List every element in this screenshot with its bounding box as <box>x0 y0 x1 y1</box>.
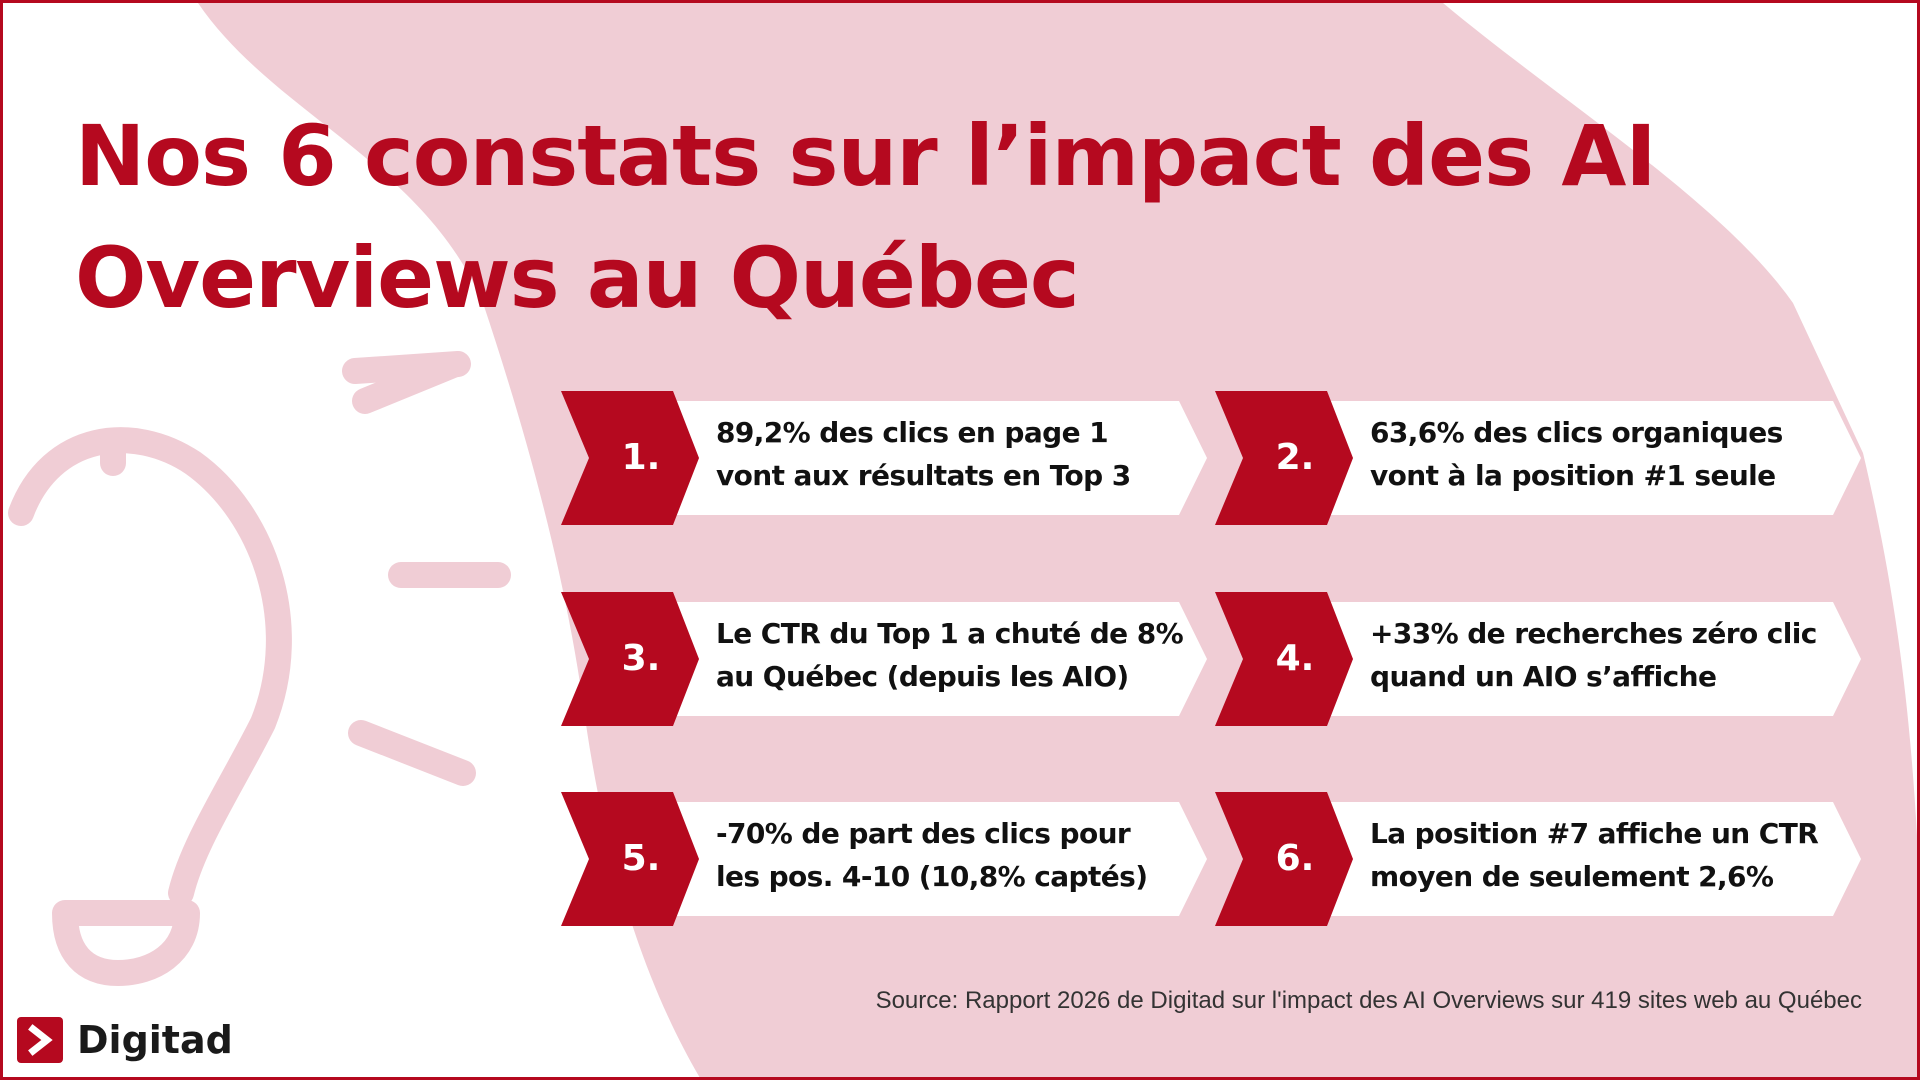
finding-text: 63,6% des clics organiques vont à la posi… <box>1370 411 1840 497</box>
finding-text-line-2: les pos. 4-10 (10,8% captés) <box>716 860 1148 893</box>
finding-text: -70% de part des clics pour les pos. 4-10… <box>716 812 1186 898</box>
digitad-chevron-icon <box>17 1017 63 1063</box>
finding-card-shape <box>561 391 1207 525</box>
finding-card-shape <box>561 592 1207 726</box>
finding-text-line-1: 89,2% des clics en page 1 <box>716 416 1109 449</box>
finding-text-line-1: Le CTR du Top 1 a chuté de 8% <box>716 617 1184 650</box>
finding-text-line-1: -70% de part des clics pour <box>716 817 1131 850</box>
finding-card-shape <box>1215 792 1861 926</box>
finding-text-line-2: moyen de seulement 2,6% <box>1370 860 1774 893</box>
finding-card-3: 3. Le CTR du Top 1 a chuté de 8% au Québec… <box>561 592 1208 726</box>
brand-name: Digitad <box>77 1018 233 1062</box>
finding-number: 2. <box>1275 437 1315 478</box>
finding-card-5: 5. -70% de part des clics pour les pos. 4-… <box>561 792 1208 926</box>
finding-card-2: 2. 63,6% des clics organiques vont à la po… <box>1215 391 1862 525</box>
finding-number: 4. <box>1275 638 1315 679</box>
finding-text: La position #7 affiche un CTR moyen de se… <box>1370 812 1840 898</box>
finding-text-line-1: +33% de recherches zéro clic <box>1370 617 1817 650</box>
lightbulb-icon <box>8 351 511 986</box>
finding-number: 3. <box>621 638 661 679</box>
finding-card-1: 1. 89,2% des clics en page 1 vont aux résu… <box>561 391 1208 525</box>
finding-card-shape <box>1215 391 1861 525</box>
finding-number: 1. <box>621 437 661 478</box>
finding-text-line-2: au Québec (depuis les AIO) <box>716 660 1129 693</box>
finding-text: Le CTR du Top 1 a chuté de 8% au Québec (… <box>716 612 1186 698</box>
finding-card-shape <box>1215 592 1861 726</box>
finding-card-shape <box>561 792 1207 926</box>
finding-text-line-1: 63,6% des clics organiques <box>1370 416 1783 449</box>
finding-text: +33% de recherches zéro clic quand un AIO… <box>1370 612 1840 698</box>
finding-card-6: 6. La position #7 affiche un CTR moyen de … <box>1215 792 1862 926</box>
title-line-2: Overviews au Québec <box>75 229 1080 327</box>
finding-text-line-1: La position #7 affiche un CTR <box>1370 817 1819 850</box>
finding-text: 89,2% des clics en page 1 vont aux résult… <box>716 411 1186 497</box>
finding-text-line-2: vont à la position #1 seule <box>1370 459 1776 492</box>
finding-card-4: 4. +33% de recherches zéro clic quand un A… <box>1215 592 1862 726</box>
page-title: Nos 6 constats sur l’impact des AI Overv… <box>75 95 1775 339</box>
title-line-1: Nos 6 constats sur l’impact des AI <box>75 107 1657 205</box>
finding-number: 5. <box>621 838 661 879</box>
finding-number: 6. <box>1275 838 1315 879</box>
finding-text-line-2: vont aux résultats en Top 3 <box>716 459 1131 492</box>
finding-text-line-2: quand un AIO s’affiche <box>1370 660 1717 693</box>
source-citation: Source: Rapport 2026 de Digitad sur l'im… <box>875 987 1862 1014</box>
